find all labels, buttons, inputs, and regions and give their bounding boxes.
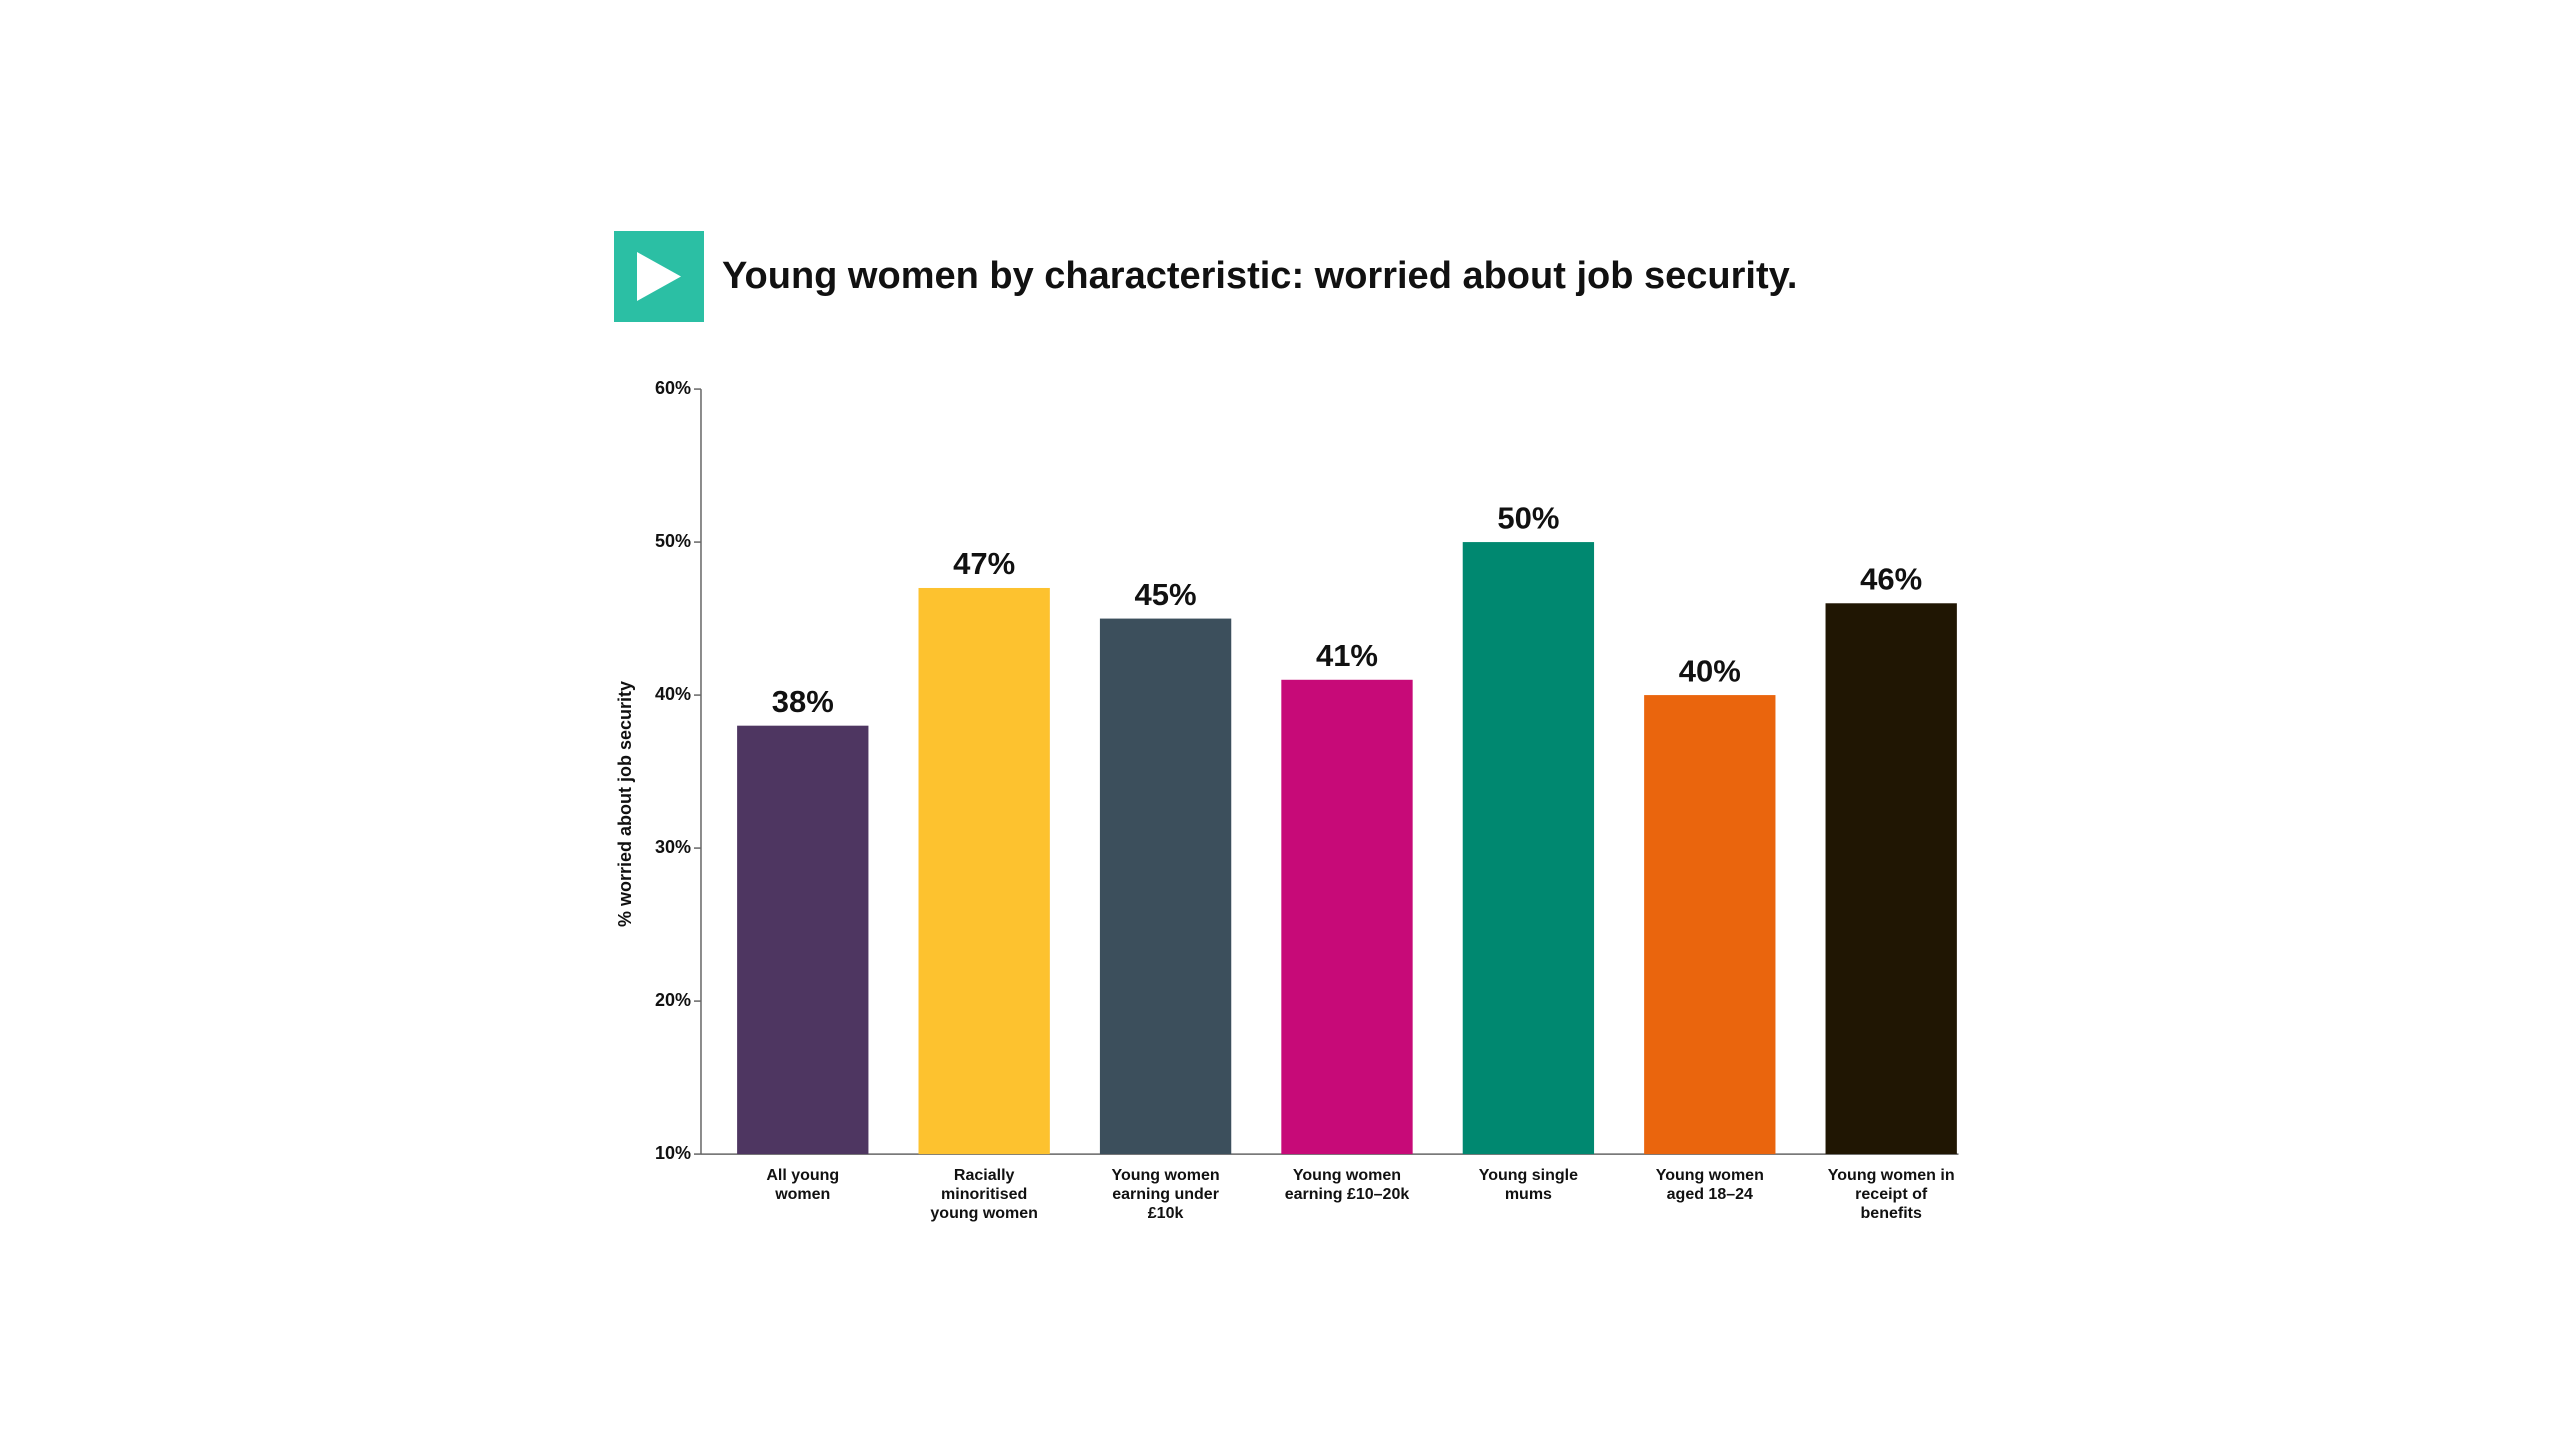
value-label: 45% [1135, 577, 1197, 612]
y-tick-label: 10% [655, 1143, 691, 1163]
bar [1099, 618, 1232, 1155]
value-label: 40% [1679, 653, 1741, 688]
value-label: 50% [1497, 500, 1559, 535]
y-tick-label: 30% [655, 837, 691, 857]
x-tick-label: Racially minoritised young women [930, 1167, 1038, 1223]
x-tick-label: Young women aged 18–24 [1655, 1167, 1764, 1204]
y-tick-label: 40% [655, 684, 691, 704]
y-axis-label: % worried about job security [615, 681, 635, 927]
chart-title: Young women by characteristic: worried a… [722, 255, 1797, 297]
x-tick-label: Young women earning under £10k [1111, 1167, 1220, 1223]
y-tick-label: 60% [655, 378, 691, 398]
value-label: 38% [772, 684, 834, 719]
bar [1281, 679, 1413, 1155]
x-tick-label: Young single mums [1478, 1167, 1579, 1204]
bar [1462, 542, 1595, 1155]
value-label: 41% [1316, 638, 1378, 673]
bar [737, 725, 869, 1155]
x-tick-label: Young women earning £10–20k [1284, 1167, 1410, 1204]
x-tick-label: Young women in receipt of benefits [1827, 1167, 1955, 1223]
y-tick-label: 20% [655, 990, 691, 1010]
bar [1825, 603, 1957, 1155]
value-label: 46% [1860, 561, 1922, 596]
value-label: 47% [953, 546, 1015, 581]
logo-play [637, 252, 681, 301]
bar [918, 587, 1050, 1155]
x-tick-label: All young women [766, 1167, 840, 1204]
y-tick-label: 50% [655, 531, 691, 551]
bar [1644, 695, 1776, 1155]
